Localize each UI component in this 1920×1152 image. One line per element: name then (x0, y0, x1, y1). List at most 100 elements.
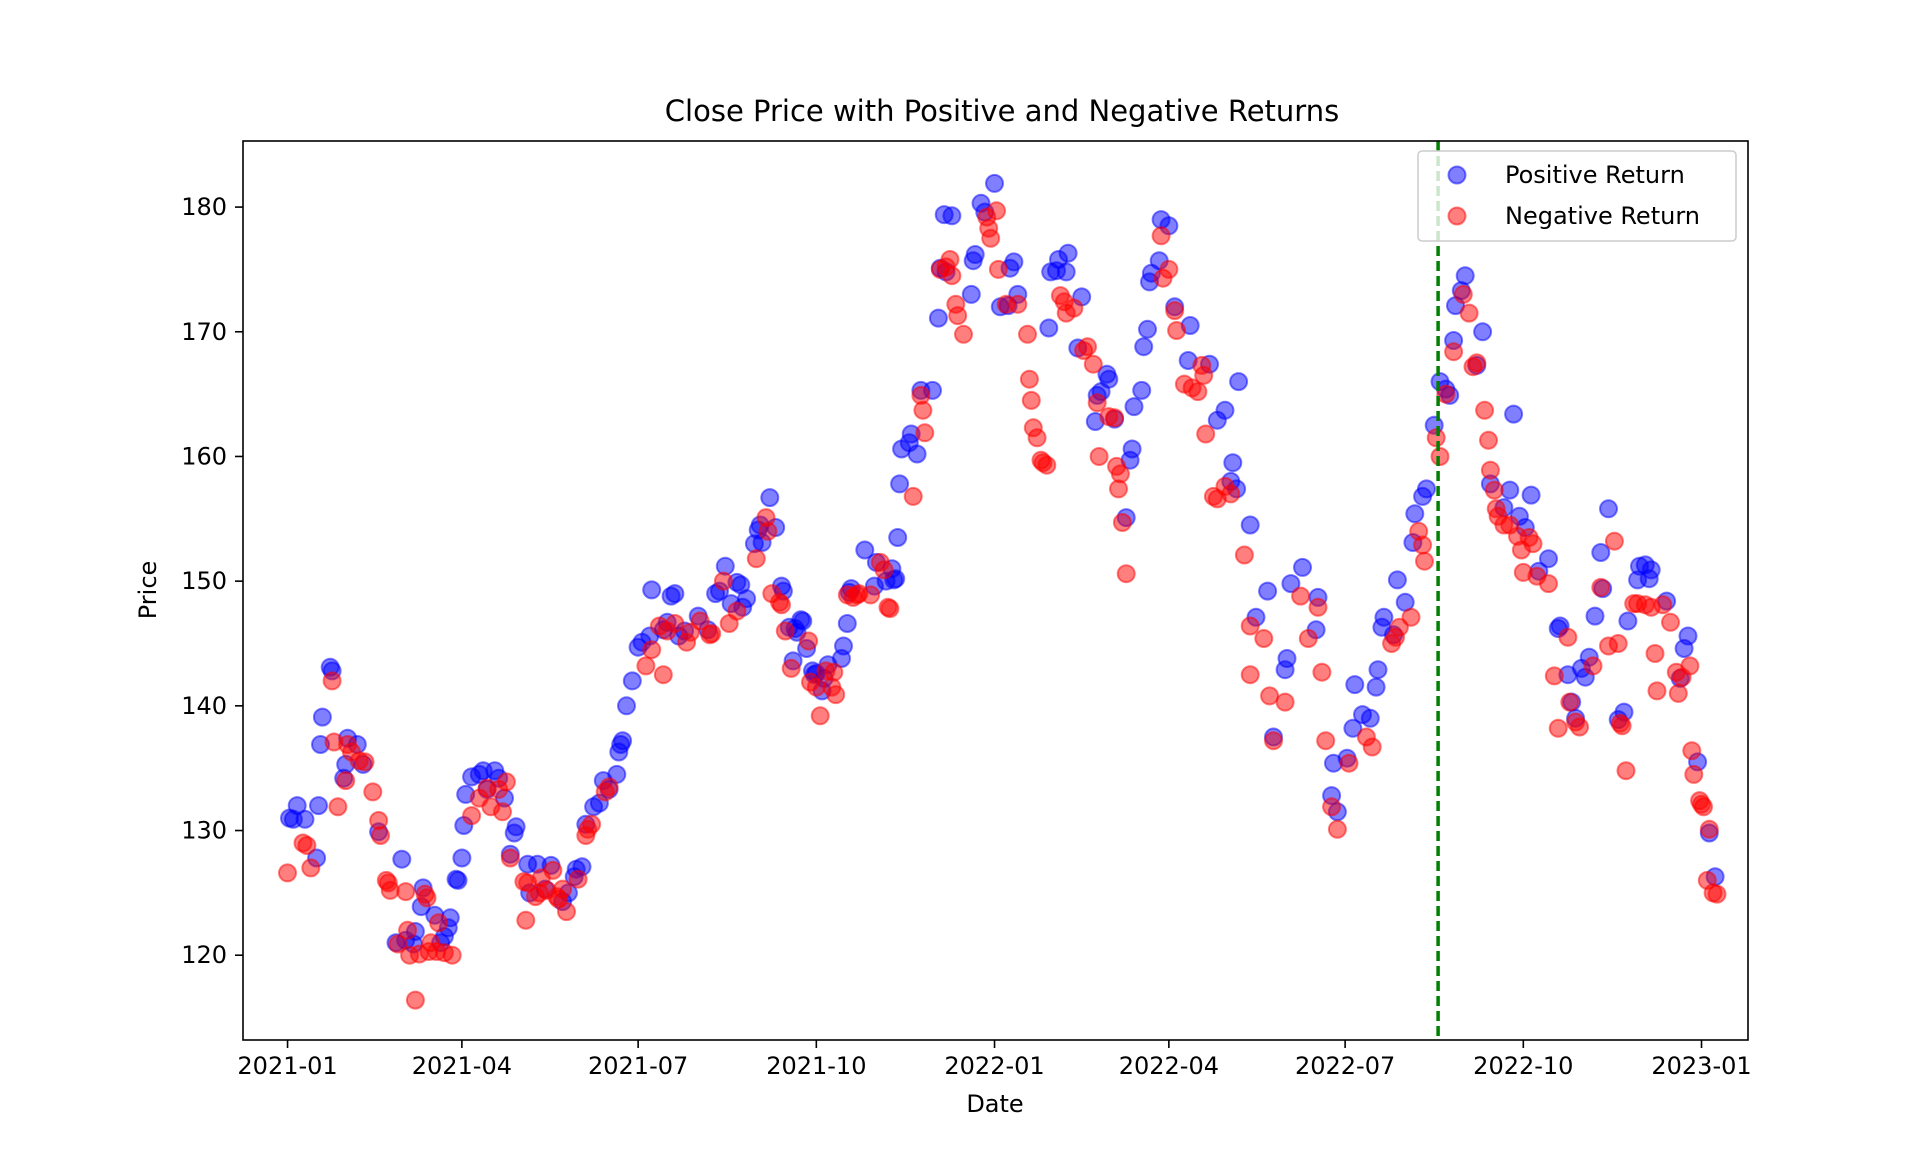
point-negative-return (987, 201, 1006, 221)
point-negative-return (913, 400, 933, 420)
point-negative-return (713, 571, 733, 591)
point-negative-return (1539, 574, 1558, 594)
point-positive-return (1099, 369, 1119, 389)
point-negative-return (1112, 513, 1132, 532)
point-positive-return (622, 671, 642, 691)
point-positive-return (1521, 485, 1541, 505)
y-axis-label: Price (134, 561, 162, 620)
point-negative-return (1591, 577, 1611, 597)
point-positive-return (1122, 439, 1142, 459)
point-positive-return (760, 488, 780, 508)
point-negative-return (1583, 656, 1603, 676)
point-negative-return (336, 771, 356, 791)
x-tick-label: 2022-01 (944, 1052, 1044, 1080)
point-negative-return (954, 324, 973, 344)
point-negative-return (1159, 259, 1179, 279)
point-negative-return (1362, 737, 1382, 757)
point-positive-return (1504, 404, 1524, 424)
point-negative-return (1413, 535, 1433, 555)
point-negative-return (1653, 595, 1673, 615)
point-negative-return (1523, 534, 1543, 554)
point-negative-return (1668, 683, 1688, 703)
point-negative-return (1078, 337, 1097, 357)
legend-label-negative: Negative Return (1505, 202, 1700, 230)
point-negative-return (1116, 564, 1136, 584)
point-negative-return (371, 826, 390, 845)
point-positive-return (642, 580, 662, 600)
point-negative-return (516, 910, 536, 930)
point-positive-return (1277, 649, 1297, 668)
point-negative-return (1291, 586, 1311, 606)
point-positive-return (1056, 262, 1076, 282)
point-negative-return (278, 863, 297, 883)
point-negative-return (1684, 764, 1704, 784)
y-tick-label: 150 (181, 567, 227, 595)
y-tick-label: 120 (181, 941, 227, 969)
point-negative-return (1240, 616, 1260, 636)
point-negative-return (1110, 464, 1130, 484)
point-negative-return (1544, 666, 1564, 686)
point-positive-return (448, 870, 468, 890)
legend-marker-negative (1447, 206, 1467, 226)
point-positive-return (855, 540, 875, 560)
plot-area-frame (242, 140, 1749, 1041)
point-positive-return (737, 589, 757, 609)
point-positive-return (1500, 480, 1520, 500)
point-negative-return (1018, 324, 1037, 344)
y-tick-label: 170 (181, 318, 227, 346)
point-positive-return (1473, 322, 1493, 342)
point-negative-return (702, 624, 722, 643)
point-negative-return (1444, 342, 1464, 362)
point-positive-return (1618, 611, 1638, 631)
point-negative-return (727, 601, 747, 621)
point-positive-return (837, 614, 857, 633)
point-negative-return (1165, 301, 1185, 321)
x-tick-label: 2022-07 (1295, 1052, 1395, 1080)
point-positive-return (295, 809, 315, 829)
point-negative-return (380, 880, 400, 900)
point-negative-return (1105, 408, 1125, 428)
point-positive-return (1387, 570, 1407, 590)
point-negative-return (1401, 607, 1421, 627)
x-tick-label: 2021-01 (237, 1052, 337, 1080)
point-negative-return (1699, 819, 1719, 839)
point-negative-return (1021, 390, 1041, 410)
point-negative-return (861, 585, 881, 605)
point-negative-return (1645, 644, 1665, 663)
point-negative-return (1612, 716, 1632, 736)
point-negative-return (940, 250, 960, 269)
point-positive-return (793, 611, 813, 631)
point-negative-return (322, 671, 342, 691)
point-negative-return (781, 658, 801, 678)
point-negative-return (942, 266, 962, 286)
point-positive-return (1678, 626, 1698, 646)
point-positive-return (1138, 319, 1157, 339)
point-negative-return (1008, 294, 1028, 314)
point-negative-return (810, 706, 830, 726)
point-negative-return (1167, 321, 1187, 340)
point-negative-return (806, 677, 826, 697)
point-negative-return (988, 259, 1008, 279)
point-positive-return (613, 731, 633, 751)
point-positive-return (1258, 581, 1278, 601)
point-negative-return (1484, 480, 1504, 500)
point-negative-return (301, 858, 321, 878)
point-negative-return (388, 934, 408, 954)
point-positive-return (392, 849, 412, 869)
point-positive-return (506, 817, 526, 837)
point-positive-return (1124, 397, 1144, 417)
point-negative-return (1019, 369, 1039, 389)
point-negative-return (1316, 731, 1336, 751)
point-positive-return (890, 474, 910, 494)
point-negative-return (1260, 686, 1280, 706)
point-positive-return (1039, 318, 1059, 338)
point-negative-return (429, 913, 449, 933)
point-negative-return (1083, 354, 1103, 374)
point-negative-return (1254, 629, 1274, 648)
point-negative-return (1064, 298, 1084, 318)
point-positive-return (1455, 266, 1475, 286)
point-positive-return (1641, 560, 1661, 580)
point-negative-return (1234, 545, 1254, 565)
point-negative-return (1480, 460, 1500, 480)
point-negative-return (1475, 400, 1495, 420)
